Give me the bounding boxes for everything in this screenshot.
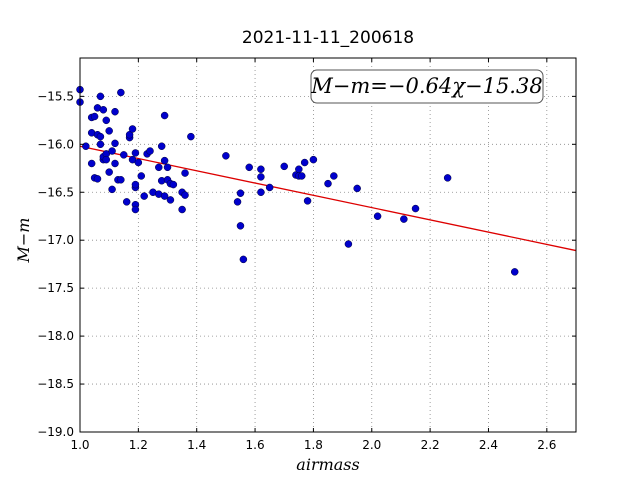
axis-ticks: 1.0 1.2 1.4 1.6 1.8 2.0 2.2 2.4 2.6 −15.5 −16.0 −16… (37, 58, 576, 452)
data-point (111, 107, 119, 116)
data-point (187, 132, 195, 141)
data-point (128, 125, 137, 133)
data-point (108, 185, 116, 194)
data-point (181, 191, 189, 199)
x-tick-label: 2.0 (362, 438, 381, 452)
x-tick-label: 2.6 (537, 438, 556, 452)
data-point (117, 176, 125, 184)
data-point (280, 162, 288, 171)
data-point (157, 142, 166, 150)
data-point (93, 175, 102, 183)
data-point (245, 163, 253, 172)
data-point (155, 163, 163, 172)
data-point (108, 147, 116, 155)
y-tick-label: −19.0 (37, 425, 74, 439)
data-point (373, 212, 382, 220)
data-point (102, 116, 111, 125)
y-tick-label: −15.5 (37, 89, 74, 103)
x-axis-label: airmass (296, 455, 359, 474)
data-point (99, 106, 108, 114)
y-tick-label: −18.5 (37, 377, 74, 391)
data-point (105, 127, 113, 135)
x-tick-label: 1.8 (304, 438, 323, 452)
data-point (297, 172, 306, 180)
x-tick-label: 2.4 (479, 438, 498, 452)
data-point (131, 149, 140, 157)
fit-line (79, 145, 577, 252)
data-points (76, 85, 519, 276)
fit-equation-box: M−m=−0.64χ−15.38 (310, 69, 544, 104)
data-point (443, 174, 452, 182)
fit-equation-text: M−m=−0.64χ−15.38 (310, 74, 542, 98)
data-point (87, 159, 96, 168)
data-point (257, 173, 265, 181)
data-point (82, 142, 90, 150)
data-point (257, 188, 265, 197)
fit-line-group (79, 145, 577, 252)
data-point (102, 155, 111, 164)
data-point (239, 255, 248, 264)
grid-lines (79, 58, 576, 433)
x-tick-label: 2.2 (421, 438, 440, 452)
data-point (160, 156, 169, 165)
data-point (178, 205, 186, 214)
data-point (160, 111, 169, 120)
x-tick-label: 1.6 (246, 438, 265, 452)
data-point (140, 192, 148, 200)
data-point (324, 179, 332, 188)
data-point (117, 88, 125, 97)
data-point (257, 165, 265, 173)
data-point (160, 192, 169, 200)
data-point (166, 196, 175, 204)
data-point (295, 165, 303, 173)
data-point (344, 240, 353, 248)
data-point (131, 205, 140, 214)
data-point (236, 222, 245, 230)
data-point (303, 197, 312, 205)
data-point (236, 189, 245, 197)
plot-frame (79, 57, 577, 433)
data-point (510, 268, 519, 276)
data-point (122, 198, 131, 206)
data-point (233, 198, 242, 206)
data-point (96, 132, 105, 141)
y-tick-label: −18.0 (37, 329, 74, 343)
data-point (146, 147, 154, 155)
chart-title: 2021-11-11_200618 (242, 28, 414, 48)
data-point (400, 215, 408, 223)
data-point (309, 155, 318, 164)
data-point (181, 169, 189, 177)
data-point (111, 139, 119, 148)
data-point (222, 152, 230, 160)
data-point (90, 112, 99, 121)
data-point (96, 140, 105, 149)
y-tick-label: −17.0 (37, 233, 74, 247)
data-point (265, 183, 274, 192)
data-point (120, 151, 128, 159)
data-point (169, 180, 178, 189)
data-point (330, 172, 338, 180)
data-point (300, 158, 309, 167)
data-point (353, 184, 361, 193)
data-point (137, 172, 146, 180)
data-point (134, 158, 143, 167)
y-tick-label: −16.5 (37, 185, 74, 199)
data-point (411, 204, 420, 213)
data-point (105, 168, 113, 176)
data-point (131, 180, 140, 189)
y-tick-label: −17.5 (37, 281, 74, 295)
y-axis-label: M−m (14, 218, 33, 264)
x-tick-label: 1.0 (70, 438, 89, 452)
y-tick-label: −16.0 (37, 137, 74, 151)
data-point (163, 163, 172, 172)
x-tick-label: 1.2 (129, 438, 148, 452)
data-point (111, 159, 119, 168)
x-tick-label: 1.4 (187, 438, 206, 452)
data-point (96, 92, 105, 101)
